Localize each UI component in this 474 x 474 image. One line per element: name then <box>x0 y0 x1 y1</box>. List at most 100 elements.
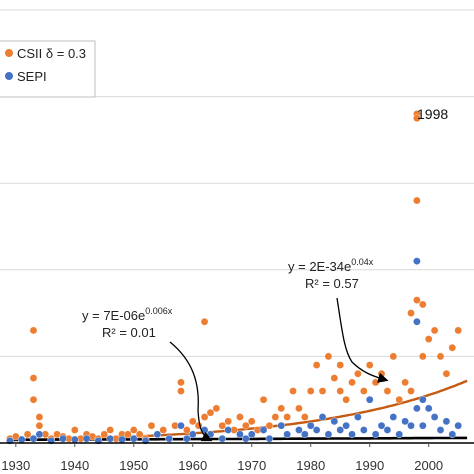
csii-point <box>336 361 345 369</box>
sepi-point <box>295 426 303 434</box>
csii-point <box>301 413 309 421</box>
csii-point <box>419 300 427 309</box>
csii-point <box>442 369 451 378</box>
arrow-csii <box>336 297 389 383</box>
sepi-point <box>206 430 215 439</box>
csii-point <box>448 343 457 352</box>
csii-point <box>324 352 333 361</box>
csii-point <box>129 426 138 434</box>
csii-point <box>177 378 185 387</box>
csii-point <box>318 387 327 395</box>
csii-point <box>430 326 439 335</box>
sepi-point <box>283 430 291 439</box>
sepi-point <box>218 434 227 443</box>
sepi-point <box>413 317 421 326</box>
csii-point <box>395 395 404 404</box>
csii-point <box>100 430 109 439</box>
sepi-point <box>301 430 309 439</box>
csii-point <box>218 421 227 430</box>
legend: CSII δ = 0.3 SEPI <box>0 40 96 98</box>
sepi-point <box>377 421 386 430</box>
csii-point <box>289 387 297 395</box>
csii-point <box>11 432 20 441</box>
csii-point <box>295 404 303 413</box>
sepi-series <box>6 257 463 445</box>
csii-point <box>306 387 315 395</box>
sepi-point <box>59 434 67 443</box>
csii-point <box>236 413 244 421</box>
sepi-point <box>17 435 26 444</box>
sepi-point <box>383 426 392 434</box>
sepi-point <box>70 435 79 444</box>
sepi-point <box>336 426 345 434</box>
sepi-point <box>118 435 126 444</box>
sepi-point <box>177 421 185 430</box>
x-tick-label: 1970 <box>237 458 266 473</box>
sepi-point <box>236 430 244 439</box>
csii-point <box>106 426 114 434</box>
csii-point <box>401 378 409 387</box>
csii-point <box>365 361 374 369</box>
csii-point <box>224 417 232 426</box>
sepi-point <box>247 430 256 439</box>
trend-equation-sepi: y = 7E-06e0.006x <box>82 306 173 323</box>
arrow-sepi <box>169 341 213 442</box>
sepi-point <box>354 413 362 421</box>
csii-point <box>183 426 191 434</box>
sepi-point <box>389 413 398 421</box>
csii-point <box>419 352 427 361</box>
sepi-point <box>35 430 44 439</box>
sepi-point <box>442 417 451 426</box>
trend-r2-csii: R² = 0.57 <box>305 276 359 291</box>
csii-point <box>336 387 345 395</box>
csii-point <box>413 296 421 304</box>
sepi-point <box>106 434 114 443</box>
csii-point <box>407 309 415 317</box>
csii-point <box>247 417 256 426</box>
csii-point <box>283 413 291 421</box>
csii-point <box>206 408 215 417</box>
csii-point <box>177 387 185 395</box>
sepi-point <box>265 434 274 443</box>
sepi-point <box>407 421 415 430</box>
x-tick-label: 1940 <box>60 458 89 473</box>
sepi-point <box>183 434 191 443</box>
csii-point <box>242 421 250 430</box>
sepi-point <box>188 430 197 439</box>
csii-point <box>200 317 209 326</box>
csii-point <box>377 369 386 378</box>
sepi-point <box>324 430 333 439</box>
sepi-point <box>348 430 356 439</box>
csii-point <box>354 369 362 378</box>
csii-point <box>135 430 144 439</box>
sepi-point <box>395 430 404 439</box>
sepi-point <box>419 421 427 430</box>
csii-point <box>259 395 268 404</box>
sepi-point <box>318 413 327 421</box>
csii-point <box>371 378 380 387</box>
trend-r2-sepi: R² = 0.01 <box>102 325 156 340</box>
legend-label-csii: CSII δ = 0.3 <box>17 46 86 61</box>
trend-equation-csii: y = 2E-34e0.04x <box>288 257 374 274</box>
csii-point <box>35 413 44 421</box>
csii-point <box>454 326 463 335</box>
x-tick-label: 1990 <box>355 458 384 473</box>
sepi-point <box>224 426 232 434</box>
sepi-point <box>330 417 339 426</box>
csii-point <box>29 374 38 382</box>
sepi-point <box>365 395 374 404</box>
x-tick-label: 1980 <box>296 458 325 473</box>
csii-point <box>265 421 274 430</box>
sepi-point <box>312 426 321 434</box>
csii-point <box>348 378 356 387</box>
csii-point <box>413 114 421 123</box>
sepi-point <box>277 421 286 430</box>
sepi-point <box>419 395 427 404</box>
csii-point <box>188 417 197 426</box>
sepi-point <box>371 430 380 439</box>
csii-point <box>271 413 280 421</box>
sepi-point <box>413 404 421 413</box>
x-tick-label: 1960 <box>178 458 207 473</box>
sepi-point <box>153 430 162 439</box>
